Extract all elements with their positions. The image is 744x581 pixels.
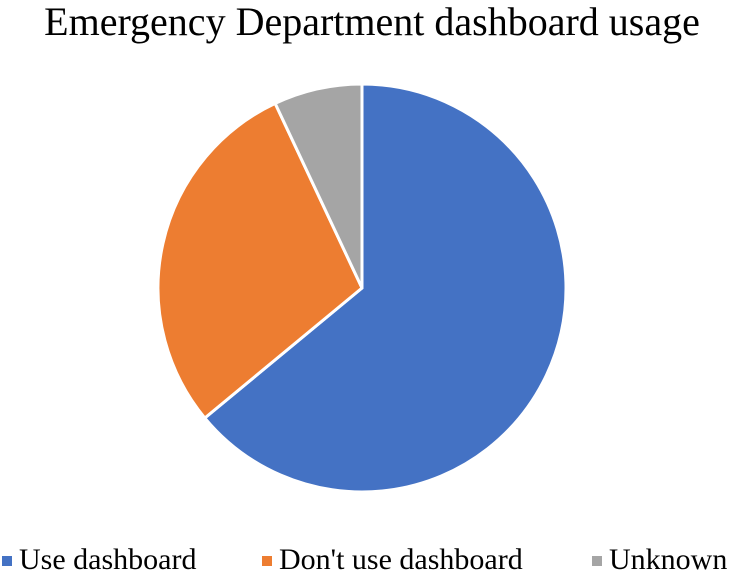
legend-label: Don't use dashboard (279, 543, 523, 576)
pie-slice-use-dashboard (203, 82, 568, 494)
legend-label: Unknown (609, 543, 728, 576)
chart-title: Emergency Department dashboard usage (44, 0, 700, 44)
legend-swatch-unknown (592, 556, 602, 566)
chart-legend: Use dashboard Don't use dashboard Unknow… (0, 542, 744, 578)
legend-swatch-dont-use-dashboard (262, 556, 272, 566)
legend-swatch-use-dashboard (2, 556, 12, 566)
legend-label: Use dashboard (19, 543, 197, 576)
pie-slice-unknown (273, 82, 364, 290)
